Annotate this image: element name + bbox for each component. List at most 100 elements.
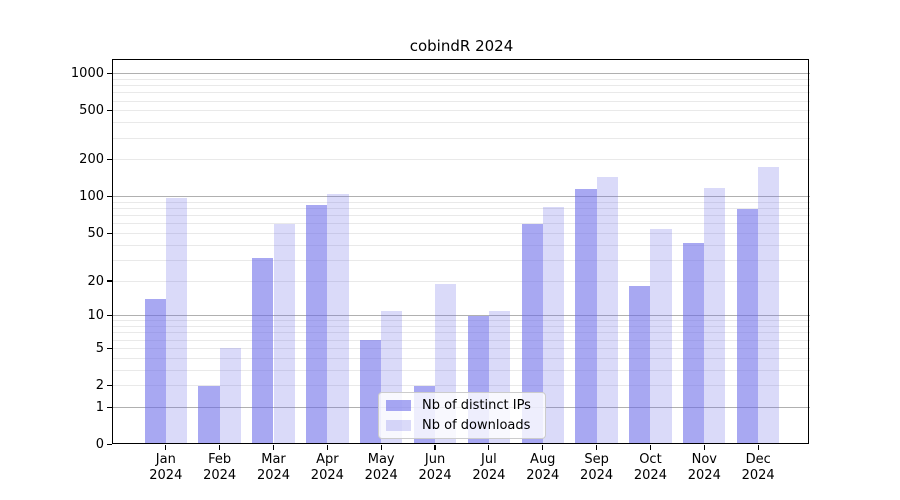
minor-gridline bbox=[113, 92, 810, 94]
legend-swatch-ips-icon bbox=[386, 400, 411, 411]
bar-ips-Sep bbox=[575, 189, 597, 445]
y-tick-label: 10 bbox=[87, 308, 104, 324]
y-tick bbox=[107, 110, 112, 112]
bar-ips-Apr bbox=[306, 205, 328, 445]
bar-ips-Feb bbox=[198, 385, 220, 445]
y-tick-label: 100 bbox=[79, 189, 104, 205]
x-tick bbox=[542, 445, 544, 450]
y-tick-label: 20 bbox=[87, 273, 104, 289]
bar-downloads-Jan bbox=[165, 198, 187, 445]
x-tick bbox=[326, 445, 328, 450]
y-tick-label: 1 bbox=[95, 399, 104, 415]
minor-gridline bbox=[113, 332, 810, 334]
minor-gridline bbox=[113, 280, 810, 282]
bar-ips-Oct bbox=[629, 286, 651, 445]
x-tick-label: Apr 2024 bbox=[310, 452, 344, 483]
minor-gridline bbox=[113, 223, 810, 225]
y-tick bbox=[107, 406, 112, 408]
minor-gridline bbox=[113, 137, 810, 139]
y-tick-label: 50 bbox=[87, 225, 104, 241]
bar-ips-May bbox=[360, 340, 382, 445]
x-tick bbox=[596, 445, 598, 450]
y-tick bbox=[107, 280, 112, 282]
bar-ips-Mar bbox=[252, 258, 274, 445]
y-tick bbox=[107, 384, 112, 387]
legend: Nb of distinct IPs Nb of downloads bbox=[378, 392, 546, 439]
minor-gridline bbox=[113, 215, 810, 217]
legend-label-distinct-ips: Nb of distinct IPs bbox=[422, 398, 531, 413]
minor-gridline bbox=[113, 201, 810, 203]
legend-item-distinct-ips: Nb of distinct IPs bbox=[379, 397, 545, 414]
y-tick bbox=[107, 159, 112, 161]
bar-ips-Dec bbox=[736, 208, 759, 445]
bar-downloads-Apr bbox=[327, 194, 349, 445]
x-tick-label: Oct 2024 bbox=[633, 452, 667, 483]
bar-downloads-Dec bbox=[758, 167, 780, 445]
bar-downloads-Sep bbox=[596, 176, 618, 445]
y-tick bbox=[107, 315, 112, 317]
y-tick bbox=[107, 196, 112, 198]
x-tick-label: May 2024 bbox=[364, 452, 398, 483]
y-tick-label: 0 bbox=[95, 437, 104, 452]
bar-ips-Aug bbox=[521, 223, 543, 445]
y-tick bbox=[107, 443, 112, 446]
x-tick bbox=[757, 445, 759, 450]
minor-gridline bbox=[113, 347, 810, 349]
x-tick bbox=[219, 445, 221, 450]
y-tick-label: 200 bbox=[79, 152, 104, 168]
legend-label-downloads: Nb of downloads bbox=[422, 418, 531, 433]
x-tick bbox=[488, 445, 490, 450]
y-tick-label: 5 bbox=[95, 340, 104, 356]
x-tick-label: Jul 2024 bbox=[472, 452, 506, 483]
minor-gridline bbox=[113, 369, 810, 371]
x-tick-label: Dec 2024 bbox=[741, 452, 775, 483]
bar-ips-Jan bbox=[144, 299, 166, 445]
minor-gridline bbox=[113, 100, 810, 102]
minor-gridline bbox=[113, 326, 810, 328]
x-tick bbox=[272, 445, 275, 450]
minor-gridline bbox=[113, 122, 810, 124]
minor-gridline bbox=[113, 244, 810, 246]
bar-downloads-Oct bbox=[650, 229, 672, 445]
x-tick bbox=[703, 445, 705, 450]
y-tick-label: 2 bbox=[95, 378, 104, 394]
x-tick bbox=[380, 445, 382, 450]
minor-gridline bbox=[113, 208, 810, 210]
x-tick bbox=[165, 445, 167, 450]
bar-downloads-Nov bbox=[704, 188, 726, 445]
bar-ips-Nov bbox=[683, 242, 705, 445]
minor-gridline bbox=[113, 259, 810, 261]
major-gridline bbox=[113, 73, 810, 75]
chart-title: cobindR 2024 bbox=[409, 37, 514, 55]
minor-gridline bbox=[113, 320, 810, 322]
minor-gridline bbox=[113, 232, 810, 234]
minor-gridline bbox=[113, 339, 810, 341]
x-tick-label: Sep 2024 bbox=[580, 452, 614, 483]
major-gridline bbox=[113, 315, 810, 317]
x-tick bbox=[649, 445, 652, 450]
x-tick-label: Jun 2024 bbox=[418, 452, 452, 483]
y-tick bbox=[107, 232, 112, 235]
major-gridline bbox=[113, 196, 810, 198]
legend-item-downloads: Nb of downloads bbox=[379, 417, 545, 434]
bar-downloads-Aug bbox=[542, 206, 564, 445]
minor-gridline bbox=[113, 78, 810, 80]
bar-downloads-Mar bbox=[273, 223, 295, 445]
y-tick bbox=[107, 347, 112, 349]
minor-gridline bbox=[113, 85, 810, 87]
y-tick-label: 500 bbox=[79, 103, 104, 119]
bar-downloads-Feb bbox=[219, 348, 241, 445]
minor-gridline bbox=[113, 385, 810, 387]
x-tick-label: Mar 2024 bbox=[256, 452, 291, 483]
x-tick-label: Nov 2024 bbox=[687, 452, 721, 483]
minor-gridline bbox=[113, 357, 810, 359]
x-tick-label: Aug 2024 bbox=[526, 452, 560, 483]
x-tick bbox=[434, 445, 436, 450]
x-tick-label: Jan 2024 bbox=[149, 452, 183, 483]
minor-gridline bbox=[113, 110, 810, 112]
x-tick-label: Feb 2024 bbox=[203, 452, 237, 483]
y-tick bbox=[107, 73, 112, 75]
